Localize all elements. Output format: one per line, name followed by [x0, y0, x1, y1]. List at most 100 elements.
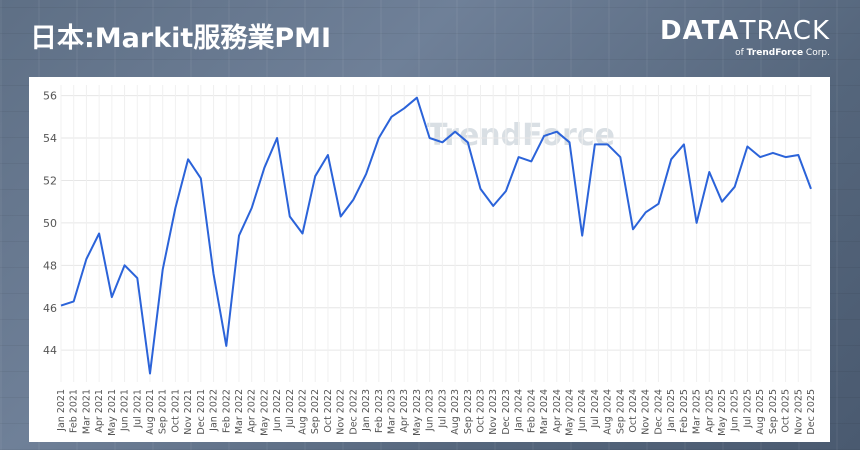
- x-tick-label: Jan 2022: [209, 389, 220, 432]
- data-point[interactable]: Jul 2023: 53.8: [440, 140, 445, 145]
- x-tick-label: Feb 2022: [221, 389, 232, 433]
- x-tick-label: Jan 2024: [514, 389, 525, 432]
- x-tick-label: Mar 2025: [692, 389, 703, 434]
- data-point[interactable]: Dec 2023: 51.5: [503, 189, 508, 194]
- data-point[interactable]: Nov 2025: 53.2: [796, 153, 801, 158]
- x-tick-label: Aug 2021: [145, 389, 156, 435]
- data-point[interactable]: May 2021: 46.5: [109, 295, 114, 300]
- data-point[interactable]: Apr 2025: 52.4: [707, 169, 712, 174]
- x-tick-label: Sep 2021: [158, 389, 169, 434]
- x-tick-label: Jul 2021: [132, 389, 143, 429]
- x-tick-label: May 2021: [107, 389, 118, 436]
- data-point[interactable]: Oct 2021: 50.7: [173, 206, 178, 211]
- data-point[interactable]: Dec 2025: 51.6: [809, 186, 814, 191]
- data-point[interactable]: Nov 2021: 53: [186, 157, 191, 162]
- data-point[interactable]: Sep 2024: 53.1: [618, 155, 623, 160]
- data-point[interactable]: May 2025: 51: [720, 199, 725, 204]
- data-point[interactable]: Oct 2023: 51.6: [478, 186, 483, 191]
- data-point[interactable]: Jun 2023: 54: [427, 136, 432, 141]
- data-point[interactable]: Jan 2022: 47.6: [211, 271, 216, 276]
- data-point[interactable]: Apr 2021: 49.5: [97, 231, 102, 236]
- x-tick-label: Jun 2024: [577, 389, 588, 432]
- data-point[interactable]: Mar 2025: 50: [694, 220, 699, 225]
- x-tick-label: Dec 2022: [348, 389, 359, 435]
- brand-sub-company: TrendForce: [746, 48, 804, 58]
- x-tick-label: Nov 2022: [336, 389, 347, 435]
- data-point[interactable]: Aug 2025: 53.1: [758, 155, 763, 160]
- data-point[interactable]: Apr 2022: 50.7: [249, 206, 254, 211]
- data-point[interactable]: Jun 2022: 54: [275, 136, 280, 141]
- x-tick-label: Jun 2025: [730, 389, 741, 432]
- data-point[interactable]: Aug 2023: 54.3: [453, 129, 458, 134]
- data-point[interactable]: Oct 2022: 53.2: [325, 153, 330, 158]
- x-tick-label: Oct 2021: [170, 389, 181, 433]
- x-tick-label: Apr 2021: [94, 389, 105, 433]
- x-tick-label: Apr 2022: [247, 389, 258, 433]
- data-point[interactable]: Jan 2021: 46.1: [59, 303, 64, 308]
- data-point[interactable]: Jan 2023: 52.3: [364, 172, 369, 177]
- data-point[interactable]: Jan 2025: 53: [669, 157, 674, 162]
- data-point[interactable]: Aug 2024: 53.7: [605, 142, 610, 147]
- data-point[interactable]: Feb 2021: 46.3: [71, 299, 76, 304]
- data-point[interactable]: Sep 2022: 52.2: [313, 174, 318, 179]
- data-point[interactable]: Aug 2021: 42.9: [147, 371, 152, 376]
- data-point[interactable]: Nov 2022: 50.3: [338, 214, 343, 219]
- data-point[interactable]: Feb 2024: 52.9: [529, 159, 534, 164]
- x-tick-label: Jan 2023: [361, 389, 372, 432]
- x-tick-label: Sep 2022: [310, 389, 321, 434]
- series-line: [60, 96, 812, 375]
- data-point[interactable]: Mar 2022: 49.4: [236, 233, 241, 238]
- data-point[interactable]: Sep 2023: 53.8: [465, 140, 470, 145]
- x-tick-label: Sep 2025: [768, 389, 779, 434]
- grid-lines: [60, 85, 812, 382]
- data-point[interactable]: Sep 2025: 53.3: [770, 150, 775, 155]
- data-point[interactable]: Aug 2022: 49.5: [300, 231, 305, 236]
- data-point[interactable]: Jun 2024: 49.4: [580, 233, 585, 238]
- data-point[interactable]: Nov 2023: 50.8: [491, 203, 496, 208]
- data-point[interactable]: Jan 2024: 53.1: [516, 155, 521, 160]
- x-tick-label: Dec 2025: [806, 389, 817, 435]
- x-tick-label: Dec 2021: [196, 389, 207, 435]
- chart-panel: TrendForce 44 46 48 50 52 54 56 Jan 2021 Feb 20…: [29, 77, 830, 442]
- data-point[interactable]: May 2022: 52.6: [262, 165, 267, 170]
- data-point[interactable]: Mar 2024: 54.1: [542, 133, 547, 138]
- data-point[interactable]: Oct 2024: 49.7: [631, 227, 636, 232]
- data-point[interactable]: Sep 2021: 47.8: [160, 267, 165, 272]
- x-tick-label: Feb 2023: [374, 389, 385, 433]
- data-point[interactable]: Jul 2024: 53.7: [592, 142, 597, 147]
- data-point[interactable]: Jun 2025: 51.7: [732, 184, 737, 189]
- x-tick-label: Aug 2022: [298, 389, 309, 435]
- x-tick-label: Oct 2023: [475, 389, 486, 433]
- data-point[interactable]: Mar 2021: 48.3: [84, 256, 89, 261]
- data-point[interactable]: May 2024: 53.8: [567, 140, 572, 145]
- data-point[interactable]: May 2023: 55.9: [414, 95, 419, 100]
- data-point[interactable]: Nov 2024: 50.5: [643, 210, 648, 215]
- x-tick-label: Jul 2022: [285, 389, 296, 429]
- data-point[interactable]: Jul 2025: 53.6: [745, 144, 750, 149]
- data-point[interactable]: Feb 2023: 54: [376, 136, 381, 141]
- x-tick-label: Mar 2023: [387, 389, 398, 434]
- y-tick-label: 52: [43, 174, 57, 187]
- x-tick-label: Jan 2025: [666, 389, 677, 432]
- x-tick-label: Nov 2021: [183, 389, 194, 435]
- data-point[interactable]: Jul 2021: 47.4: [135, 276, 140, 281]
- brand-subtitle: of TrendForce Corp.: [660, 48, 830, 58]
- y-tick-label: 54: [43, 132, 57, 145]
- x-tick-label: May 2022: [259, 389, 270, 436]
- data-point[interactable]: Jun 2021: 48: [122, 263, 127, 268]
- data-point[interactable]: Apr 2023: 55.4: [402, 106, 407, 111]
- data-point[interactable]: Dec 2024: 50.9: [656, 201, 661, 206]
- x-tick-label: Oct 2025: [781, 389, 792, 433]
- x-axis-ticks: Jan 2021 Feb 2021 Mar 2021 Apr 2021 May 2021…: [56, 389, 817, 436]
- data-point[interactable]: Feb 2025: 53.7: [681, 142, 686, 147]
- x-tick-label: Dec 2024: [653, 389, 664, 435]
- data-point[interactable]: Jul 2022: 50.3: [287, 214, 292, 219]
- data-point[interactable]: Feb 2022: 44.2: [224, 343, 229, 348]
- x-tick-label: May 2023: [412, 389, 423, 436]
- data-point[interactable]: Dec 2021: 52.1: [198, 176, 203, 181]
- data-point[interactable]: Oct 2025: 53.1: [783, 155, 788, 160]
- data-point[interactable]: Dec 2022: 51.1: [351, 197, 356, 202]
- data-point[interactable]: Apr 2024: 54.3: [554, 129, 559, 134]
- data-point[interactable]: Mar 2023: 55: [389, 114, 394, 119]
- brand-logo: DATATRACK of TrendForce Corp.: [660, 16, 830, 58]
